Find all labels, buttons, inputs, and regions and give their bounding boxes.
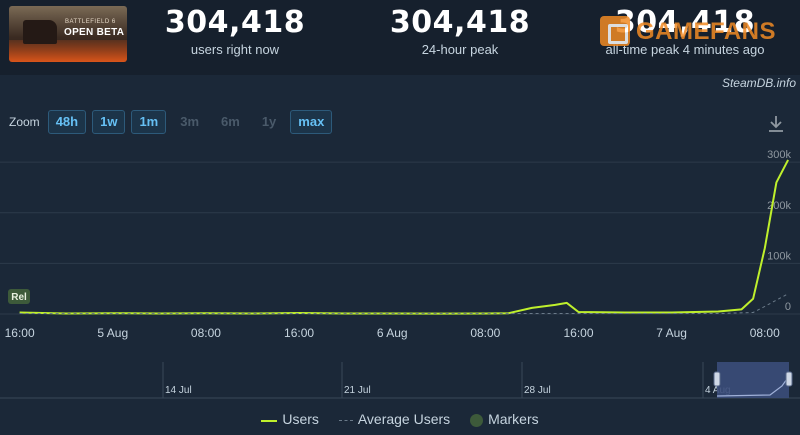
release-marker-label: Rel	[11, 292, 27, 303]
y-tick-label: 100k	[767, 250, 791, 262]
stat-24h-value: 304,418	[389, 5, 531, 40]
chart-source[interactable]: SteamDB.info	[721, 76, 796, 90]
legend-average-label: Average Users	[357, 411, 451, 428]
thumbnail-subtitle: BATTLEFIELD 6	[65, 19, 116, 25]
x-tick-label: 6 Aug	[377, 326, 408, 340]
zoom-48h-button[interactable]: 48h	[47, 110, 87, 134]
stat-24h-peak: 304,418 24-hour peak	[385, 5, 535, 58]
x-tick-label: 16:00	[563, 326, 593, 340]
x-tick-label: 08:00	[191, 326, 221, 340]
zoom-3m-button[interactable]: 3m	[180, 114, 200, 129]
game-thumbnail[interactable]: BATTLEFIELD 6 OPEN BETA	[9, 6, 127, 62]
thumbnail-vehicle	[23, 20, 57, 44]
gamefans-logo-icon	[600, 16, 630, 46]
stat-alltime-label: all-time peak 4 minutes ago	[605, 42, 765, 57]
y-tick-label: 300k	[767, 149, 791, 161]
gamefans-logo-text: GAMEFANS	[636, 18, 777, 45]
average-users-series-line	[19, 293, 789, 314]
stat-all-time-peak: 304,418 all-time peak 4 minutes ago	[600, 5, 770, 58]
navigator-label: 21 Jul	[344, 385, 371, 396]
chart-legend: Users Average Users Markers	[0, 410, 800, 427]
thumbnail-title: OPEN BETA	[64, 27, 125, 38]
x-tick-label: 7 Aug	[656, 326, 687, 340]
legend-markers[interactable]: Markers	[470, 411, 539, 427]
release-marker-badge	[8, 289, 30, 304]
x-tick-label: 08:00	[470, 326, 500, 340]
chart-series	[19, 159, 789, 315]
stat-alltime-value: 304,418	[614, 5, 756, 40]
download-icon[interactable]	[767, 114, 785, 134]
legend-markers-swatch	[470, 414, 484, 428]
zoom-controls: Zoom 48h 1w 1m 3m 6m 1y max	[9, 110, 338, 134]
stat-24h-label: 24-hour peak	[421, 42, 499, 57]
thumbnail-flames	[9, 40, 127, 62]
legend-users[interactable]: Users	[261, 411, 319, 427]
gamefans-watermark: GAMEFANS	[600, 16, 790, 46]
x-tick-label: 5 Aug	[97, 326, 128, 340]
users-series-line	[19, 159, 789, 315]
x-tick-label: 16:00	[5, 326, 35, 340]
y-tick-label: 0	[785, 301, 791, 313]
zoom-label: Zoom	[9, 115, 40, 129]
navigator-left-handle[interactable]	[713, 371, 721, 387]
x-axis-ticks: 16:00 5 Aug 08:00 16:00 6 Aug 08:00 16:00 7 Aug…	[5, 326, 780, 340]
legend-average-users[interactable]: Average Users	[338, 411, 451, 428]
legend-users-label: Users	[282, 411, 319, 428]
stats-header: BATTLEFIELD 6 OPEN BETA 304,418 users ri…	[0, 0, 800, 75]
zoom-1y-button[interactable]: 1y	[261, 114, 277, 129]
navigator-selection[interactable]	[717, 362, 789, 398]
zoom-1w-button[interactable]: 1w	[92, 110, 126, 134]
zoom-max-button[interactable]: max	[290, 110, 333, 134]
x-tick-label: 16:00	[284, 326, 314, 340]
zoom-1m-button[interactable]: 1m	[131, 110, 167, 134]
navigator-label: 14 Jul	[165, 385, 192, 396]
stat-current-value: 304,418	[164, 5, 306, 40]
stat-current-users: 304,418 users right now	[160, 5, 310, 58]
legend-markers-label: Markers	[488, 411, 539, 428]
stat-current-label: users right now	[190, 42, 280, 57]
zoom-6m-button[interactable]: 6m	[221, 114, 240, 129]
x-tick-label: 08:00	[750, 326, 780, 340]
navigator-label: 28 Jul	[524, 385, 551, 396]
legend-users-swatch	[261, 419, 278, 422]
chart-gridlines	[0, 161, 800, 315]
navigator-right-handle[interactable]	[785, 371, 793, 387]
navigator-background	[0, 362, 800, 398]
release-marker: Rel	[8, 289, 30, 304]
legend-average-swatch	[338, 420, 353, 422]
